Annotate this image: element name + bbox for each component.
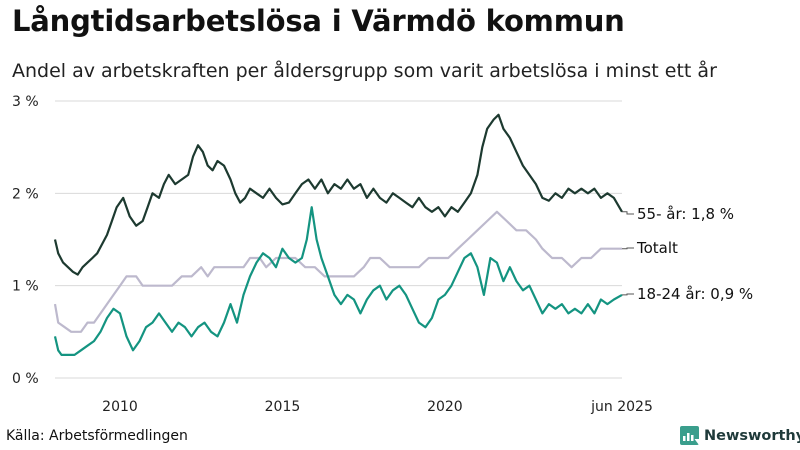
source-note: Källa: Arbetsförmedlingen xyxy=(6,428,188,444)
label-leader-young xyxy=(622,293,634,296)
series-line-total xyxy=(53,210,622,333)
series-layer xyxy=(53,113,623,356)
chart-title: Långtidsarbetslösa i Värmdö kommun xyxy=(12,4,625,38)
x-tick-label: 2010 xyxy=(102,399,138,415)
label-layer: 55- år: 1,8 % Totalt 18-24 år: 0,9 % xyxy=(622,205,753,303)
newsworthy-icon xyxy=(680,426,699,445)
y-tick-label: 1 % xyxy=(12,279,39,295)
series-line-young xyxy=(53,206,623,356)
x-tick-label: 2015 xyxy=(265,399,301,415)
series-end-label-total: Totalt xyxy=(636,239,678,257)
y-tick-label: 0 % xyxy=(12,371,39,387)
x-tick-label: 2020 xyxy=(427,399,463,415)
series-line-older xyxy=(53,113,623,276)
label-leader-older xyxy=(622,211,634,215)
series-end-label-older: 55- år: 1,8 % xyxy=(637,205,734,223)
y-tick-label: 3 % xyxy=(12,94,39,110)
brand-name: Newsworthy xyxy=(704,427,800,444)
series-end-label-young: 18-24 år: 0,9 % xyxy=(637,285,753,303)
axis-layer: 0 % 1 % 2 % 3 % 2010 2015 2020 jun 2025 xyxy=(12,94,653,415)
label-leader-total xyxy=(622,247,634,250)
x-tick-label: jun 2025 xyxy=(590,399,653,415)
y-tick-label: 2 % xyxy=(12,186,39,202)
brand-logo[interactable]: Newsworthy xyxy=(680,426,800,445)
chart-subtitle: Andel av arbetskraften per åldersgrupp s… xyxy=(12,60,717,82)
